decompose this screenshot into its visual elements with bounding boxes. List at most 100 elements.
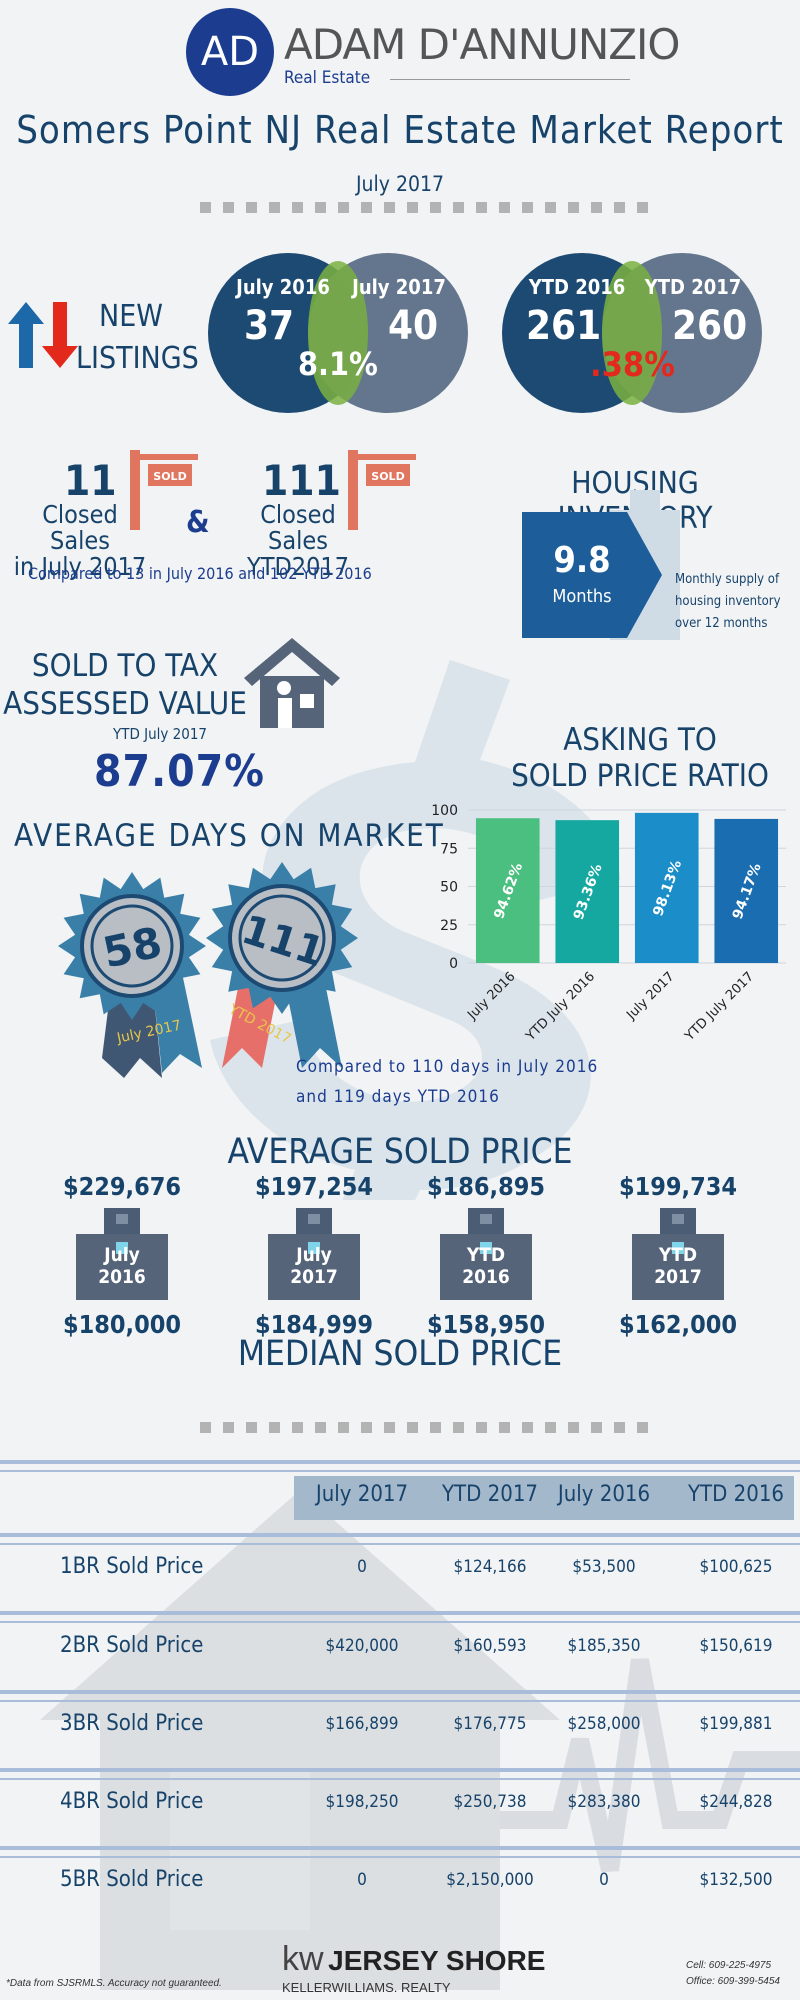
table-cell: 0 bbox=[357, 1557, 367, 1577]
dollar-watermark-icon bbox=[210, 660, 620, 1200]
days-on-market-title: AVERAGE DAYS ON MARKET bbox=[14, 818, 445, 854]
page-title: Somers Point NJ Real Estate Market Repor… bbox=[16, 108, 784, 152]
tax-assessed-title: SOLD TO TAX ASSESSED VALUE bbox=[3, 648, 247, 722]
up-down-arrows-icon bbox=[8, 302, 78, 368]
venn-monthly: July 2016 37 July 2017 40 8.1% bbox=[208, 253, 468, 413]
closed-sales-comparison: Compared to 13 in July 2016 and 102 YTD … bbox=[28, 564, 372, 583]
divider-dashes-top bbox=[200, 202, 648, 213]
table-row-label: 2BR Sold Price bbox=[60, 1633, 204, 1658]
venn-right-label: July 2017 bbox=[352, 275, 446, 299]
building-icon bbox=[76, 1208, 168, 1300]
kw-logo: kw JERSEY SHORE bbox=[282, 1940, 545, 1979]
table-cell: $244,828 bbox=[699, 1792, 773, 1812]
table-cell: $199,881 bbox=[699, 1714, 773, 1734]
building-icon bbox=[440, 1208, 532, 1300]
table-cell: $198,250 bbox=[325, 1792, 399, 1812]
table-cell: $185,350 bbox=[567, 1636, 641, 1656]
table-rule bbox=[0, 1846, 800, 1850]
brand-subtitle: Real Estate bbox=[284, 68, 371, 88]
table-cell: $100,625 bbox=[699, 1557, 773, 1577]
table-cell: $258,000 bbox=[567, 1714, 641, 1734]
table-rule bbox=[0, 1768, 800, 1772]
tax-assessed-subtitle: YTD July 2017 bbox=[112, 725, 208, 743]
median-price-value: $158,950 bbox=[426, 1310, 546, 1339]
chart-bar bbox=[555, 820, 620, 963]
median-price-value: $162,000 bbox=[618, 1310, 738, 1339]
chart-bar bbox=[714, 818, 779, 963]
building-label: July 2016 bbox=[98, 1244, 146, 1288]
venn-left-value: 261 bbox=[526, 303, 602, 349]
table-rule bbox=[0, 1460, 800, 1464]
table-cell: $420,000 bbox=[325, 1636, 399, 1656]
brand-name: ADAM D'ANNUNZIO bbox=[284, 20, 680, 69]
tax-assessed-value: 87.07% bbox=[94, 746, 265, 797]
table-col-header: YTD 2016 bbox=[687, 1482, 785, 1507]
avg-price-value: $197,254 bbox=[254, 1172, 374, 1201]
rosette-badge-icon: 58 July 2017 bbox=[58, 872, 206, 1078]
table-cell: $150,619 bbox=[699, 1636, 773, 1656]
y-tick-label: 0 bbox=[449, 956, 458, 972]
table-cell: $2,150,000 bbox=[446, 1870, 534, 1890]
days-comparison: Compared to 110 days in July 2016 and 11… bbox=[296, 1057, 599, 1107]
x-tick-label: July 2016 bbox=[464, 969, 518, 1023]
table-row-label: 3BR Sold Price bbox=[60, 1711, 204, 1736]
divider-dashes-bottom bbox=[200, 1422, 648, 1433]
closed-sales-ytd-label: Closed Sales YTD2017 bbox=[246, 500, 349, 581]
office-name: JERSEY SHORE bbox=[328, 1945, 546, 1976]
avg-price-value: $186,895 bbox=[426, 1172, 546, 1201]
x-tick-label: YTD July 2016 bbox=[523, 969, 598, 1044]
contact-cell: Cell: 609-225-4975 bbox=[686, 1960, 772, 1971]
table-rule bbox=[0, 1856, 800, 1858]
avg-price-value: $199,734 bbox=[618, 1172, 738, 1201]
table-rule bbox=[0, 1700, 800, 1702]
avg-price-value: $229,676 bbox=[62, 1172, 182, 1201]
pulse-line-icon bbox=[500, 1658, 800, 1873]
table-cell: $176,775 bbox=[453, 1714, 527, 1734]
venn-ytd: YTD 2016 261 YTD 2017 260 .38% bbox=[502, 253, 762, 413]
venn-right-label: YTD 2017 bbox=[644, 275, 742, 299]
median-price-value: $184,999 bbox=[254, 1310, 374, 1339]
table-row-label: 1BR Sold Price bbox=[60, 1554, 204, 1579]
median-price-value: $180,000 bbox=[62, 1310, 182, 1339]
venn-change: 8.1% bbox=[298, 345, 378, 383]
new-listings-line2: LISTINGS bbox=[76, 341, 199, 376]
ampersand: & bbox=[186, 505, 210, 540]
report-period: July 2017 bbox=[355, 172, 445, 196]
building-label: YTD 2017 bbox=[654, 1244, 702, 1288]
inventory-note: Monthly supply of housing inventory over… bbox=[675, 572, 781, 631]
brand-logo: AD bbox=[186, 8, 274, 96]
brand-underline bbox=[390, 79, 630, 80]
rosette-badge-icon: 111 YTD 2017 bbox=[206, 862, 358, 1068]
venn-left-label: July 2016 bbox=[236, 275, 330, 299]
chart-bar bbox=[634, 812, 699, 963]
y-tick-label: 25 bbox=[440, 918, 458, 934]
venn-left-value: 37 bbox=[244, 303, 295, 349]
contact-office: Office: 609-399-5454 bbox=[686, 1976, 780, 1987]
median-sold-title: MEDIAN SOLD PRICE bbox=[237, 1334, 563, 1374]
venn-overlap bbox=[602, 261, 662, 405]
venn-right-value: 260 bbox=[672, 303, 748, 349]
table-rule bbox=[0, 1778, 800, 1780]
inventory-value: 9.8 bbox=[553, 540, 611, 581]
building-icon bbox=[268, 1208, 360, 1300]
table-col-header: YTD 2017 bbox=[441, 1482, 539, 1507]
building-label: YTD 2016 bbox=[462, 1244, 510, 1288]
table-cell: $250,738 bbox=[453, 1792, 527, 1812]
table-row-label: 5BR Sold Price bbox=[60, 1867, 204, 1892]
table-cell: $160,593 bbox=[453, 1636, 527, 1656]
table-rule bbox=[0, 1470, 800, 1472]
table-col-header: July 2017 bbox=[315, 1482, 409, 1507]
new-listings-line1: NEW bbox=[99, 299, 163, 334]
venn-overlap bbox=[308, 261, 368, 405]
kw-mark: kw bbox=[282, 1940, 324, 1978]
table-row-label: 4BR Sold Price bbox=[60, 1789, 204, 1814]
logo-initials: AD bbox=[200, 29, 260, 75]
closed-sales-month-label: Closed Sales in July 2017 bbox=[13, 500, 147, 581]
closed-sales-ytd-value: 111 bbox=[262, 456, 341, 505]
table-cell: $132,500 bbox=[699, 1870, 773, 1890]
y-tick-label: 75 bbox=[440, 841, 458, 857]
svg-text:58: 58 bbox=[99, 917, 166, 977]
sold-sign-icon: SOLD bbox=[348, 450, 416, 530]
x-tick-label: July 2017 bbox=[623, 969, 677, 1023]
closed-sales-month-value: 11 bbox=[64, 456, 117, 505]
